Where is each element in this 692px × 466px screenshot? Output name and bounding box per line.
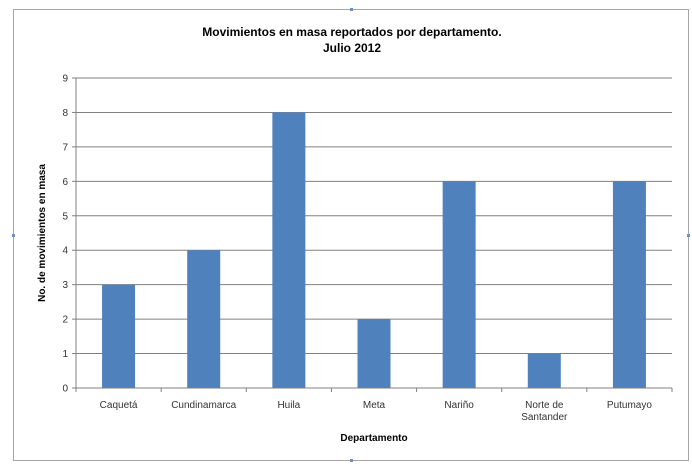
chart-subtitle: Julio 2012 xyxy=(322,41,382,55)
bar-nariño xyxy=(442,181,476,388)
bar-huila xyxy=(272,112,306,388)
bar-caquetá xyxy=(102,284,136,388)
resize-handle-top[interactable] xyxy=(350,8,353,11)
x-tick-label: Meta xyxy=(363,400,386,411)
x-tick-label: Huila xyxy=(277,400,300,411)
y-tick-label: 8 xyxy=(62,108,68,119)
y-tick-label: 7 xyxy=(62,142,68,153)
bar-meta xyxy=(357,319,391,388)
x-tick-label: Caquetá xyxy=(100,400,138,411)
resize-handle-left[interactable] xyxy=(12,234,15,237)
x-tick-label: Putumayo xyxy=(607,400,652,411)
y-tick-label: 1 xyxy=(62,349,68,360)
y-tick-label: 4 xyxy=(62,246,68,257)
x-tick-label: Cundinamarca xyxy=(171,400,236,411)
x-tick-label: Norte de Santander xyxy=(521,400,568,423)
x-tick-label: Nariño xyxy=(444,400,474,411)
resize-handle-right[interactable] xyxy=(687,234,690,237)
bar-norte-de-santander xyxy=(527,353,561,388)
x-axis-label: Departamento xyxy=(340,433,407,444)
y-axis-label: No. de movimientos en masa xyxy=(37,164,48,302)
resize-handle-bottom[interactable] xyxy=(350,459,353,462)
y-tick-label: 3 xyxy=(62,280,68,291)
bar-putumayo xyxy=(612,181,646,388)
chart-title: Movimientos en masa reportados por depar… xyxy=(202,25,502,39)
y-tick-label: 5 xyxy=(62,211,68,222)
y-tick-label: 6 xyxy=(62,177,68,188)
y-tick-label: 0 xyxy=(62,384,68,395)
y-tick-label: 2 xyxy=(62,315,68,326)
y-tick-label: 9 xyxy=(62,74,68,85)
bar-cundinamarca xyxy=(187,250,221,388)
